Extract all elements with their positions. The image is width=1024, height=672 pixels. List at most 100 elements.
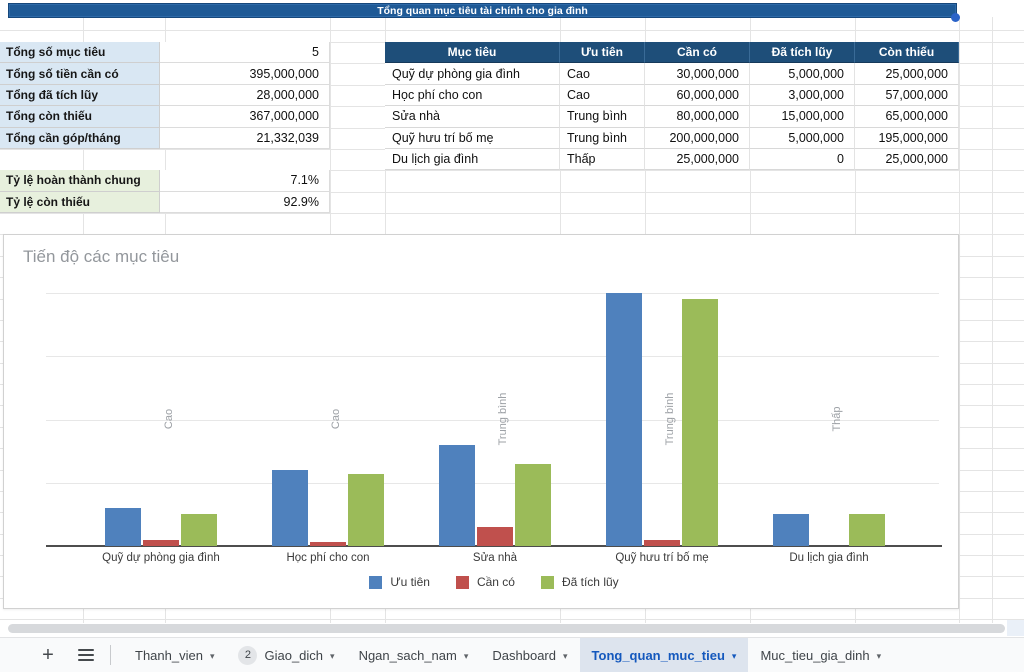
summary-label-cell[interactable]: Tổng còn thiếu [0,106,160,128]
chart-x-axis [46,545,942,547]
summary-value-cell[interactable]: 92.9% [160,191,330,214]
chart-bar-annotation: Trung bình [664,392,676,446]
sheet-tab-muc_tieu_gia_dinh[interactable]: Muc_tieu_gia_dinh ▾ [748,638,893,672]
sheet-title-cell[interactable]: Tổng quan mục tiêu tài chính cho gia đìn… [8,3,957,18]
goals-cell[interactable]: 5,000,000 [750,63,855,85]
summary-label-cell[interactable] [0,149,160,170]
selection-handle[interactable] [951,13,960,22]
chevron-down-icon[interactable]: ▾ [563,650,568,661]
goals-cell[interactable]: 200,000,000 [645,127,750,149]
goals-cell[interactable]: Sửa nhà [385,106,560,128]
chevron-down-icon[interactable]: ▾ [330,650,335,661]
legend-label: Ưu tiên [390,575,430,589]
goals-cell[interactable]: 80,000,000 [645,106,750,128]
all-sheets-menu-button[interactable] [74,638,98,672]
chart-bar [105,508,141,546]
goals-cell[interactable]: 65,000,000 [855,106,959,128]
summary-value-cell[interactable] [160,149,330,170]
summary-row: Tổng số tiền cần có 395,000,000 [0,63,330,85]
goals-cell[interactable]: Du lịch gia đình [385,148,560,171]
goals-cell[interactable]: Cao [560,84,645,107]
goals-cell[interactable]: 25,000,000 [855,148,959,171]
goals-cell[interactable]: 57,000,000 [855,84,959,107]
goals-cell[interactable]: Quỹ dự phòng gia đình [385,63,560,85]
summary-value-cell[interactable]: 395,000,000 [160,63,330,85]
tabbar-divider [110,645,111,665]
goals-header-cell[interactable]: Còn thiếu [855,42,959,64]
summary-label-cell[interactable]: Tổng số tiền cần có [0,63,160,85]
chart-gridline [46,419,939,421]
chevron-down-icon[interactable]: ▾ [876,650,882,661]
chevron-down-icon[interactable]: ▾ [731,650,737,661]
goals-cell[interactable]: 15,000,000 [750,106,855,128]
tab-label: Giao_dich [264,647,324,663]
chart-bar [682,299,718,546]
tab-label: Tong_quan_muc_tieu [591,647,725,663]
summary-label-cell[interactable]: Tổng đã tích lũy [0,84,160,107]
grid-line-horizontal [0,213,1024,214]
legend-label: Cần có [476,575,515,589]
goals-cell[interactable]: Cao [560,63,645,85]
summary-label-cell[interactable]: Tỷ lệ còn thiếu [0,191,160,214]
sheet-tab-thanh_vien[interactable]: Thanh_vien ▾ [123,638,226,672]
goals-cell[interactable]: 5,000,000 [750,127,855,149]
goals-header-cell[interactable]: Cần có [645,42,750,64]
goals-cell[interactable]: 195,000,000 [855,127,959,149]
sheet-tab-giao_dich[interactable]: 2 Giao_dich ▾ [226,638,346,672]
goals-header-cell[interactable]: Đã tích lũy [750,42,855,64]
goals-cell[interactable]: 60,000,000 [645,84,750,107]
legend-swatch [540,575,554,589]
add-sheet-button[interactable]: + [42,643,54,666]
tab-label: Dashboard [492,647,556,663]
summary-value-cell[interactable]: 5 [160,42,330,64]
legend-item[interactable]: Ưu tiên [369,575,430,589]
chart-bar [515,464,551,546]
sheet-tab-tong_quan_muc_tieu[interactable]: Tong_quan_muc_tieu ▾ [579,638,749,672]
chart-container[interactable]: Tiến độ các mục tiêu Ưu tiên Cần có Đã tíc… [3,234,959,609]
chart-title: Tiến độ các mục tiêu [23,247,180,266]
summary-label-cell[interactable]: Tỷ lệ hoàn thành chung [0,170,160,192]
chevron-down-icon[interactable]: ▾ [463,650,469,661]
goals-cell[interactable]: Quỹ hưu trí bố mẹ [385,127,560,149]
goals-cell[interactable]: 25,000,000 [855,63,959,85]
chart-bar [773,514,809,546]
goals-cell[interactable]: Trung bình [560,106,645,128]
chart-bar [143,540,179,546]
summary-row: Tỷ lệ hoàn thành chung 7.1% [0,170,330,192]
goals-cell[interactable]: Học phí cho con [385,84,560,107]
goals-cell[interactable]: 0 [750,148,855,171]
chart-bar [606,293,642,546]
horizontal-scrollbar[interactable] [8,624,1005,633]
goals-cell[interactable]: 25,000,000 [645,148,750,171]
chart-bar [644,540,680,546]
summary-value-cell[interactable]: 28,000,000 [160,84,330,107]
summary-label-cell[interactable]: Tổng số mục tiêu [0,42,160,64]
goals-cell[interactable]: Thấp [560,148,645,171]
sheet-tab-dashboard[interactable]: Dashboard ▾ [480,638,579,672]
chart-legend: Ưu tiên Cần có Đã tích lũy [46,573,942,591]
chevron-down-icon[interactable]: ▾ [209,650,215,661]
goals-cell[interactable]: Trung bình [560,127,645,149]
sheet-tab-bar: + Thanh_vien ▾ 2 Giao_dich ▾ Ngan_sach_nam ▾ Da… [0,637,1024,672]
goals-cell[interactable]: 3,000,000 [750,84,855,107]
grid-line-horizontal [0,619,1024,621]
chart-bar-annotation: Thấp [831,406,843,432]
grid-line-horizontal [0,30,1024,31]
legend-item[interactable]: Cần có [455,575,515,589]
legend-swatch [455,575,469,589]
goals-header-cell[interactable]: Ưu tiên [560,42,645,64]
summary-label-cell[interactable]: Tổng cần góp/tháng [0,127,160,149]
goals-cell[interactable]: 30,000,000 [645,63,750,85]
summary-value-cell[interactable]: 21,332,039 [160,127,330,149]
sheet-tab-ngan_sach_nam[interactable]: Ngan_sach_nam ▾ [347,638,481,672]
summary-value-cell[interactable]: 7.1% [160,170,330,192]
goals-header-cell[interactable]: Mục tiêu [385,42,560,64]
summary-value-cell[interactable]: 367,000,000 [160,106,330,128]
goals-row: Học phí cho con Cao 60,000,000 3,000,000 57,… [385,84,959,107]
legend-label: Đã tích lũy [561,575,619,589]
chart-bar [348,474,384,546]
chart-gridline [46,482,939,484]
chart-category-label: Quỹ dự phòng gia đình [102,552,220,564]
chart-bar-annotation: Cao [330,408,342,430]
legend-item[interactable]: Đã tích lũy [540,575,619,589]
